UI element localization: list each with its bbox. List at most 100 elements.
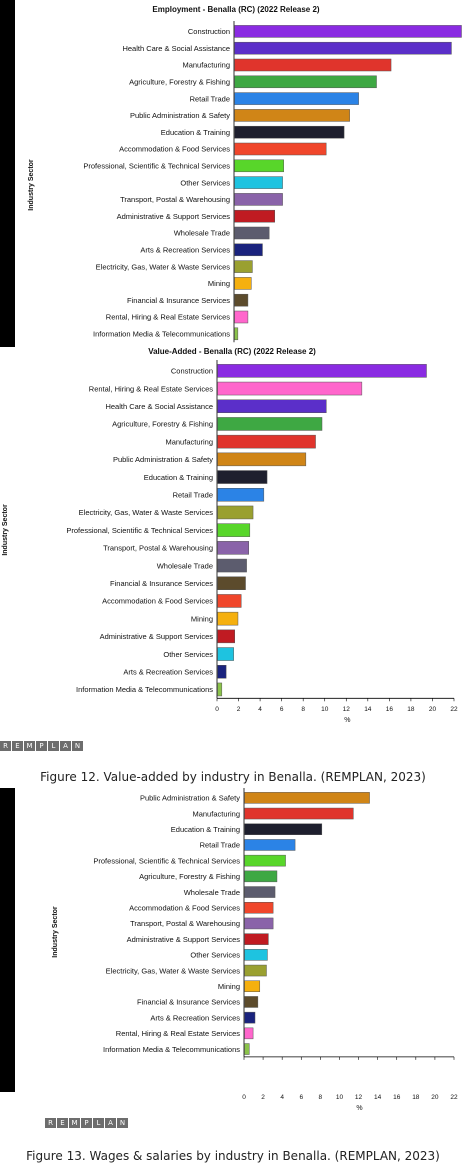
category-label: Financial & Insurance Services xyxy=(137,998,240,1007)
category-label: Retail Trade xyxy=(173,490,213,499)
category-label: Rental, Hiring & Real Estate Services xyxy=(116,1029,240,1038)
category-label: Health Care & Social Assistance xyxy=(105,402,213,411)
bar xyxy=(217,470,268,484)
category-label: Construction xyxy=(188,27,230,36)
bar xyxy=(234,193,283,206)
bar xyxy=(244,839,296,851)
x-tick-label: 4 xyxy=(258,706,262,713)
x-tick-label: 2 xyxy=(237,706,241,713)
x-tick-label: 14 xyxy=(364,706,372,713)
bar xyxy=(234,260,253,273)
category-label: Wholesale Trade xyxy=(157,561,213,570)
x-tick-label: 20 xyxy=(431,1094,439,1101)
category-label: Accommodation & Food Services xyxy=(119,145,230,154)
bar xyxy=(244,1043,250,1055)
x-tick-label: 12 xyxy=(355,1094,363,1101)
category-label: Wholesale Trade xyxy=(174,229,230,238)
bar xyxy=(217,399,327,413)
figure-12-caption: Figure 12. Value-added by industry in Be… xyxy=(40,770,426,784)
category-label: Information Media & Telecommunications xyxy=(76,685,213,694)
category-label: Agriculture, Forestry & Fishing xyxy=(129,78,230,87)
x-tick-label: 20 xyxy=(429,706,437,713)
bar xyxy=(234,310,249,324)
bar xyxy=(234,142,327,156)
category-label: Manufacturing xyxy=(182,61,230,70)
bar xyxy=(234,293,249,307)
bar xyxy=(244,964,267,977)
bar xyxy=(234,226,270,240)
category-label: Mining xyxy=(218,982,240,991)
x-tick-label: 18 xyxy=(407,706,415,713)
x-tick-label: 22 xyxy=(450,1094,458,1101)
bar xyxy=(217,417,323,431)
bar xyxy=(244,792,370,804)
bar xyxy=(244,996,259,1008)
category-label: Mining xyxy=(191,614,213,623)
x-tick-label: 2 xyxy=(261,1094,265,1101)
bar xyxy=(217,665,227,679)
x-tick-label: 0 xyxy=(215,706,219,713)
x-tick-label: 8 xyxy=(301,706,305,713)
bar xyxy=(234,25,462,38)
x-tick-label: 14 xyxy=(374,1094,382,1101)
x-tick-label: 16 xyxy=(386,706,394,713)
category-label: Education & Training xyxy=(161,128,230,137)
bar xyxy=(234,125,345,139)
bar xyxy=(234,209,276,223)
x-tick-label: 22 xyxy=(450,706,458,713)
bar xyxy=(244,980,261,992)
x-tick-label: 10 xyxy=(336,1094,344,1101)
bar xyxy=(217,541,249,555)
bar xyxy=(217,434,316,449)
category-label: Financial & Insurance Services xyxy=(110,579,213,588)
bar xyxy=(234,327,239,341)
category-label: Other Services xyxy=(180,178,230,187)
category-label: Health Care & Social Assistance xyxy=(122,44,230,53)
category-label: Education & Training xyxy=(171,825,240,834)
bar xyxy=(217,488,265,502)
bar xyxy=(234,109,350,122)
x-axis-label: % xyxy=(344,717,350,724)
category-label: Transport, Postal & Warehousing xyxy=(103,544,213,553)
category-label: Public Administration & Safety xyxy=(140,794,240,803)
category-label: Transport, Postal & Warehousing xyxy=(120,195,230,204)
category-label: Arts & Recreation Services xyxy=(150,1013,240,1022)
x-tick-label: 0 xyxy=(242,1094,246,1101)
category-label: Electricity, Gas, Water & Waste Services xyxy=(96,262,231,271)
chart-title: Employment - Benalla (RC) (2022 Release … xyxy=(152,5,320,14)
category-label: Education & Training xyxy=(144,473,213,482)
x-tick-label: 18 xyxy=(412,1094,420,1101)
category-label: Retail Trade xyxy=(200,841,240,850)
bar xyxy=(234,92,359,105)
bar xyxy=(217,611,239,626)
category-label: Public Administration & Safety xyxy=(130,111,230,120)
category-label: Rental, Hiring & Real Estate Services xyxy=(89,384,213,393)
category-label: Manufacturing xyxy=(192,809,240,818)
bar xyxy=(244,854,286,867)
wages-chart: Industry Sector Public Administration & S… xyxy=(52,788,458,1112)
bar xyxy=(244,886,276,898)
category-label: Transport, Postal & Warehousing xyxy=(130,919,240,928)
value-added-chart: Value-Added - Benalla (RC) (2022 Release… xyxy=(2,347,458,724)
category-label: Rental, Hiring & Real Estate Services xyxy=(106,313,230,322)
category-label: Administrative & Support Services xyxy=(100,632,214,641)
bar xyxy=(217,364,427,378)
category-label: Electricity, Gas, Water & Waste Services xyxy=(79,508,214,517)
category-label: Public Administration & Safety xyxy=(113,455,213,464)
bar xyxy=(234,159,284,173)
chart-title: Value-Added - Benalla (RC) (2022 Release… xyxy=(148,347,316,356)
bar xyxy=(244,902,274,914)
bar xyxy=(234,243,263,257)
bar xyxy=(244,949,268,961)
category-label: Agriculture, Forestry & Fishing xyxy=(139,872,240,881)
category-label: Administrative & Support Services xyxy=(127,935,241,944)
bar xyxy=(244,870,278,883)
bar xyxy=(217,682,223,697)
bar xyxy=(244,933,269,945)
bar xyxy=(217,576,246,590)
bar xyxy=(217,523,251,537)
x-tick-label: 4 xyxy=(280,1094,284,1101)
category-label: Wholesale Trade xyxy=(184,888,240,897)
bar xyxy=(244,1011,256,1024)
